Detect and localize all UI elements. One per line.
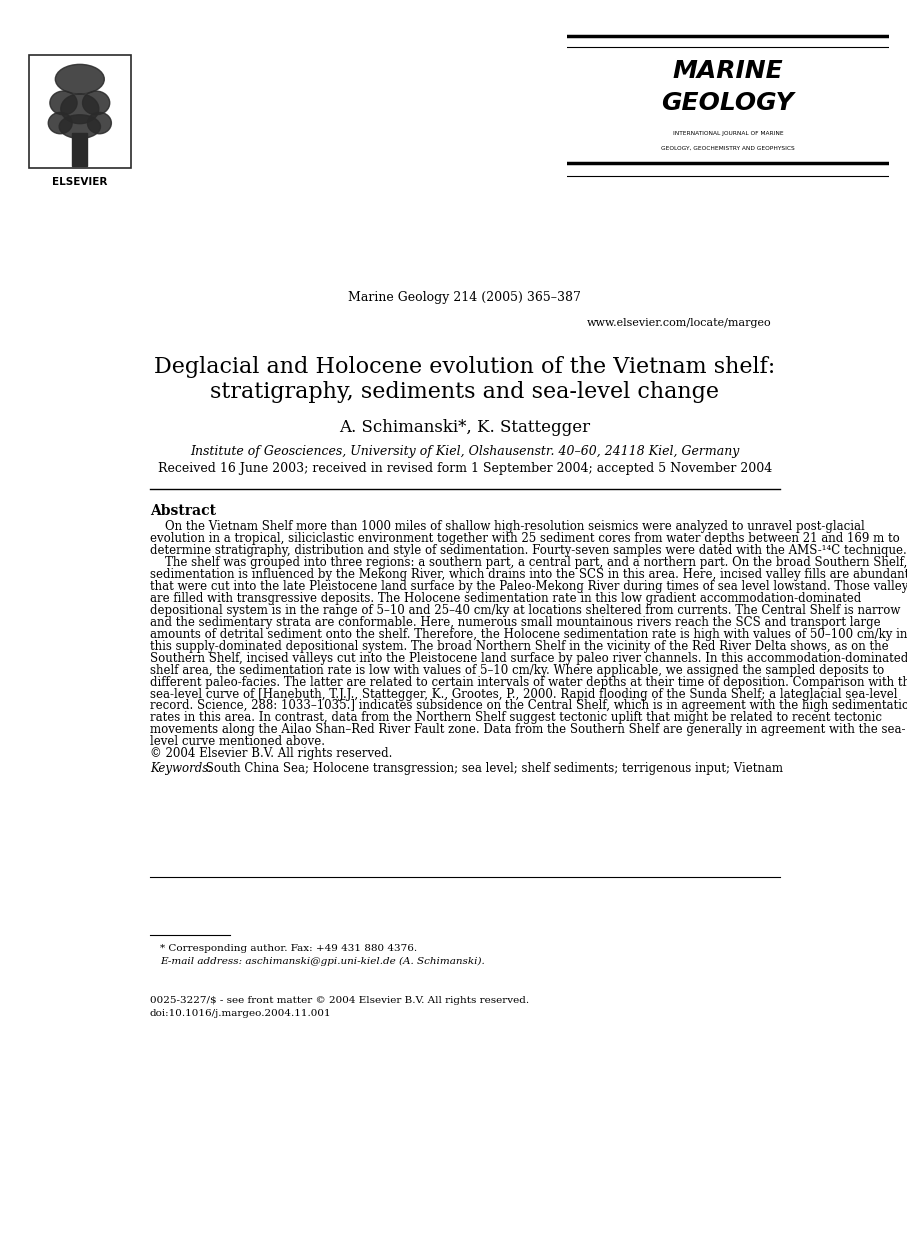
Text: this supply-dominated depositional system. The broad Northern Shelf in the vicin: this supply-dominated depositional syste… — [150, 640, 889, 652]
Bar — [29, 56, 131, 168]
Text: Keywords:: Keywords: — [150, 763, 212, 775]
Text: record. Science, 288: 1033–1035.] indicates subsidence on the Central Shelf, whi: record. Science, 288: 1033–1035.] indica… — [150, 699, 907, 713]
Ellipse shape — [83, 92, 110, 115]
Text: ELSEVIER: ELSEVIER — [52, 177, 108, 187]
Text: On the Vietnam Shelf more than 1000 miles of shallow high-resolution seismics we: On the Vietnam Shelf more than 1000 mile… — [150, 520, 864, 532]
Text: shelf area, the sedimentation rate is low with values of 5–10 cm/ky. Where appli: shelf area, the sedimentation rate is lo… — [150, 664, 884, 677]
Text: * Corresponding author. Fax: +49 431 880 4376.: * Corresponding author. Fax: +49 431 880… — [160, 943, 417, 953]
Text: are filled with transgressive deposits. The Holocene sedimentation rate in this : are filled with transgressive deposits. … — [150, 592, 861, 605]
Text: INTERNATIONAL JOURNAL OF MARINE: INTERNATIONAL JOURNAL OF MARINE — [673, 131, 783, 136]
Text: Institute of Geosciences, University of Kiel, Olshausenstr. 40–60, 24118 Kiel, G: Institute of Geosciences, University of … — [190, 446, 739, 458]
Text: MARINE: MARINE — [672, 59, 784, 83]
Text: rates in this area. In contrast, data from the Northern Shelf suggest tectonic u: rates in this area. In contrast, data fr… — [150, 712, 882, 724]
Text: sedimentation is influenced by the Mekong River, which drains into the SCS in th: sedimentation is influenced by the Mekon… — [150, 568, 907, 581]
Text: amounts of detrital sediment onto the shelf. Therefore, the Holocene sedimentati: amounts of detrital sediment onto the sh… — [150, 628, 907, 641]
Text: depositional system is in the range of 5–10 and 25–40 cm/ky at locations shelter: depositional system is in the range of 5… — [150, 604, 900, 617]
Text: The shelf was grouped into three regions: a southern part, a central part, and a: The shelf was grouped into three regions… — [150, 556, 907, 569]
Text: Abstract: Abstract — [150, 504, 216, 519]
Text: doi:10.1016/j.margeo.2004.11.001: doi:10.1016/j.margeo.2004.11.001 — [150, 1009, 331, 1018]
Text: © 2004 Elsevier B.V. All rights reserved.: © 2004 Elsevier B.V. All rights reserved… — [150, 748, 392, 760]
Text: GEOLOGY, GEOCHEMISTRY AND GEOPHYSICS: GEOLOGY, GEOCHEMISTRY AND GEOPHYSICS — [661, 146, 795, 151]
Text: Southern Shelf, incised valleys cut into the Pleistocene land surface by paleo r: Southern Shelf, incised valleys cut into… — [150, 651, 907, 665]
Ellipse shape — [55, 64, 104, 94]
Ellipse shape — [61, 94, 99, 124]
Text: Deglacial and Holocene evolution of the Vietnam shelf:: Deglacial and Holocene evolution of the … — [154, 357, 775, 379]
Text: that were cut into the late Pleistocene land surface by the Paleo-Mekong River d: that were cut into the late Pleistocene … — [150, 581, 907, 593]
Text: sea-level curve of [Hanebuth, T.J.J., Stattegger, K., Grootes, P., 2000. Rapid f: sea-level curve of [Hanebuth, T.J.J., St… — [150, 687, 897, 701]
Text: level curve mentioned above.: level curve mentioned above. — [150, 735, 325, 748]
Text: different paleo-facies. The latter are related to certain intervals of water dep: different paleo-facies. The latter are r… — [150, 676, 907, 688]
Text: E-mail address: aschimanski@gpi.uni-kiel.de (A. Schimanski).: E-mail address: aschimanski@gpi.uni-kiel… — [160, 957, 484, 966]
Text: A. Schimanski*, K. Stattegger: A. Schimanski*, K. Stattegger — [339, 418, 590, 436]
Text: 0025-3227/$ - see front matter © 2004 Elsevier B.V. All rights reserved.: 0025-3227/$ - see front matter © 2004 El… — [150, 995, 529, 1004]
Ellipse shape — [50, 92, 77, 115]
Bar — [73, 132, 87, 166]
Text: determine stratigraphy, distribution and style of sedimentation. Fourty-seven sa: determine stratigraphy, distribution and… — [150, 543, 907, 557]
Text: Received 16 June 2003; received in revised form 1 September 2004; accepted 5 Nov: Received 16 June 2003; received in revis… — [158, 462, 772, 474]
Text: Marine Geology 214 (2005) 365–387: Marine Geology 214 (2005) 365–387 — [348, 291, 581, 305]
Ellipse shape — [48, 113, 73, 134]
Text: and the sedimentary strata are conformable. Here, numerous small mountainous riv: and the sedimentary strata are conformab… — [150, 617, 881, 629]
Ellipse shape — [59, 115, 101, 139]
Text: South China Sea; Holocene transgression; sea level; shelf sediments; terrigenous: South China Sea; Holocene transgression;… — [202, 763, 784, 775]
Text: stratigraphy, sediments and sea-level change: stratigraphy, sediments and sea-level ch… — [210, 381, 719, 402]
Text: GEOLOGY: GEOLOGY — [661, 92, 795, 115]
Text: www.elsevier.com/locate/margeo: www.elsevier.com/locate/margeo — [587, 318, 772, 328]
Text: movements along the Ailao Shan–Red River Fault zone. Data from the Southern Shel: movements along the Ailao Shan–Red River… — [150, 723, 905, 737]
Text: evolution in a tropical, siliciclastic environment together with 25 sediment cor: evolution in a tropical, siliciclastic e… — [150, 531, 900, 545]
Ellipse shape — [87, 113, 112, 134]
